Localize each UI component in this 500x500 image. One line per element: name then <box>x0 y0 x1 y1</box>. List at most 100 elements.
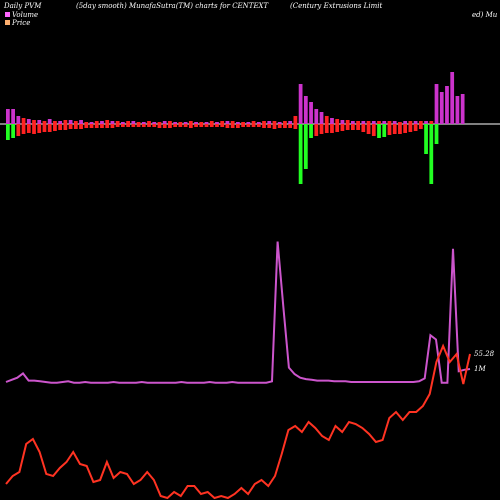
pvm-bar-down <box>178 124 183 127</box>
pvm-bar-down <box>230 124 235 128</box>
pvm-bar-up <box>21 118 26 124</box>
pvm-bar-down <box>335 124 340 132</box>
pvm-bar-down <box>345 124 350 130</box>
pvm-bar-down <box>173 124 178 127</box>
pvm-bar-up <box>241 122 245 124</box>
pvm-bar-up <box>434 84 439 124</box>
pvm-bar-up <box>37 120 42 124</box>
pvm-bar-down <box>63 124 68 130</box>
pvm-bar-down <box>73 124 78 129</box>
pvm-bar-down <box>147 124 151 127</box>
pvm-bar-down <box>403 124 408 133</box>
pvm-bar-up <box>220 121 225 124</box>
pvm-bar-up <box>403 121 408 124</box>
pvm-bar-up <box>100 121 104 124</box>
pvm-bar-down <box>105 124 110 128</box>
header-company: (Century Extrusions Limit <box>290 2 382 10</box>
pvm-bar-down <box>26 124 31 133</box>
pvm-bar-up <box>152 122 157 124</box>
pvm-bar-up <box>340 120 345 124</box>
pvm-bar-up <box>84 122 89 124</box>
pvm-bar-up <box>413 121 418 124</box>
legend-volume-swatch <box>5 12 10 17</box>
pvm-bar-down <box>408 124 413 132</box>
pvm-bar-up <box>418 121 423 124</box>
pvm-bar-down <box>100 124 104 128</box>
pvm-bar-up <box>324 116 329 124</box>
pvm-bar-down <box>157 124 162 128</box>
pvm-bar-up <box>105 120 110 124</box>
pvm-bar-up <box>147 121 151 124</box>
pvm-bar-down <box>288 124 293 128</box>
pvm-bar-down <box>298 124 303 184</box>
pvm-bar-up <box>26 119 31 124</box>
pvm-bar-up <box>157 122 162 124</box>
pvm-bar-up <box>68 120 73 124</box>
pvm-bar-down <box>293 124 298 129</box>
price-line <box>5 343 471 500</box>
pvm-bar-down <box>58 124 63 130</box>
pvm-bar-up <box>94 121 99 124</box>
pvm-bar-down <box>413 124 418 131</box>
pvm-bar-up <box>450 72 455 124</box>
pvm-bar-up <box>225 121 230 124</box>
pvm-bar-down <box>94 124 99 128</box>
pvm-bar-up <box>424 121 428 124</box>
pvm-bar-down <box>377 124 381 138</box>
pvm-bar-down <box>188 124 193 128</box>
pvm-bar-down <box>361 124 366 132</box>
pvm-bar-down <box>256 124 261 127</box>
pvm-bar-up <box>11 109 15 124</box>
pvm-bar-up <box>351 121 355 124</box>
pvm-bar-up <box>314 109 319 124</box>
pvm-bar-down <box>371 124 376 136</box>
pvm-bar-up <box>236 122 240 124</box>
pvm-bar-down <box>37 124 42 133</box>
pvm-bar-up <box>251 121 256 124</box>
pvm-bar-up <box>215 122 219 124</box>
pvm-bar-down <box>16 124 21 136</box>
pvm-bar-up <box>382 121 387 124</box>
pvm-bar-up <box>204 122 209 124</box>
pvm-bar-down <box>126 124 130 127</box>
pvm-bar-down <box>47 124 52 132</box>
price-end-label: 55.28 <box>474 350 495 358</box>
pvm-bar-up <box>303 96 308 124</box>
pvm-bar-down <box>418 124 423 129</box>
pvm-bar-down <box>319 124 324 134</box>
pvm-bar-up <box>183 122 188 124</box>
pvm-bar-down <box>141 124 146 127</box>
pvm-bar-down <box>382 124 387 137</box>
pvm-bar-up <box>246 122 251 124</box>
pvm-bar-down <box>277 124 282 128</box>
pvm-bar-down <box>236 124 240 128</box>
header-left: Daily PVM <box>3 2 42 10</box>
pvm-bar-down <box>251 124 256 127</box>
pvm-bar-up <box>256 122 261 124</box>
pvm-bar-up <box>335 119 340 124</box>
volume-line <box>5 241 471 384</box>
pvm-bar-down <box>89 124 94 128</box>
pvm-bar-down <box>283 124 287 128</box>
pvm-bar-up <box>199 122 204 124</box>
pvm-bar-up <box>293 116 298 124</box>
pvm-bar-up <box>136 122 141 124</box>
pvm-bar-down <box>110 124 115 128</box>
pvm-bar-up <box>361 121 366 124</box>
pvm-bar-down <box>387 124 392 135</box>
pvm-bar-down <box>424 124 428 154</box>
pvm-bar-down <box>215 124 219 127</box>
pvm-bar-up <box>16 116 21 124</box>
pvm-bar-up <box>32 120 36 124</box>
pvm-bar-up <box>455 96 460 124</box>
pvm-bar-down <box>303 124 308 169</box>
pvm-bar-down <box>21 124 26 134</box>
pvm-bar-down <box>366 124 371 134</box>
pvm-bar-up <box>42 121 47 124</box>
pvm-bar-down <box>162 124 167 128</box>
pvm-bar-down <box>356 124 360 130</box>
pvm-bar-down <box>309 124 313 138</box>
pvm-bar-up <box>398 122 402 124</box>
pvm-bar-up <box>267 121 272 124</box>
